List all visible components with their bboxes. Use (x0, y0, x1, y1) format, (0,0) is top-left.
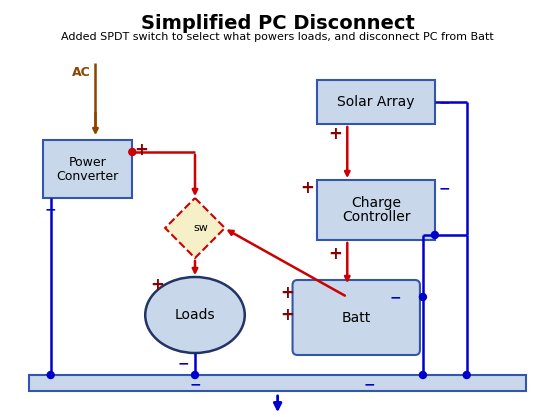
Text: −: − (45, 202, 57, 216)
Text: +: + (300, 179, 314, 197)
Text: Added SPDT switch to select what powers loads, and disconnect PC from Batt: Added SPDT switch to select what powers … (61, 32, 494, 42)
Text: −: − (364, 377, 375, 391)
Text: +: + (281, 284, 295, 302)
FancyBboxPatch shape (43, 140, 132, 198)
Circle shape (431, 231, 438, 239)
Text: +: + (281, 306, 295, 324)
Ellipse shape (145, 277, 245, 353)
Text: +: + (134, 141, 148, 159)
Text: −: − (389, 290, 401, 304)
Text: Batt: Batt (342, 311, 371, 324)
FancyBboxPatch shape (292, 280, 420, 355)
Text: −: − (177, 356, 189, 370)
Text: −: − (439, 181, 451, 195)
Text: −: − (439, 95, 451, 109)
Text: Solar Array: Solar Array (337, 95, 415, 109)
FancyBboxPatch shape (29, 375, 527, 391)
Text: Charge: Charge (351, 196, 401, 210)
Polygon shape (165, 198, 225, 258)
Text: Loads: Loads (175, 308, 215, 322)
Circle shape (129, 148, 136, 156)
Text: Simplified PC Disconnect: Simplified PC Disconnect (140, 14, 415, 33)
Text: Controller: Controller (342, 210, 410, 224)
Circle shape (191, 372, 199, 379)
Text: AC: AC (72, 65, 91, 78)
Circle shape (420, 294, 426, 301)
Text: Power: Power (69, 156, 107, 168)
Circle shape (47, 372, 54, 379)
FancyBboxPatch shape (317, 80, 435, 124)
FancyBboxPatch shape (317, 180, 435, 240)
Text: +: + (329, 245, 342, 263)
Circle shape (420, 372, 426, 379)
Circle shape (463, 372, 470, 379)
Text: −: − (189, 377, 201, 391)
Text: +: + (329, 125, 342, 143)
Text: Converter: Converter (57, 169, 119, 183)
Text: +: + (150, 276, 164, 294)
Text: sw: sw (194, 223, 209, 233)
